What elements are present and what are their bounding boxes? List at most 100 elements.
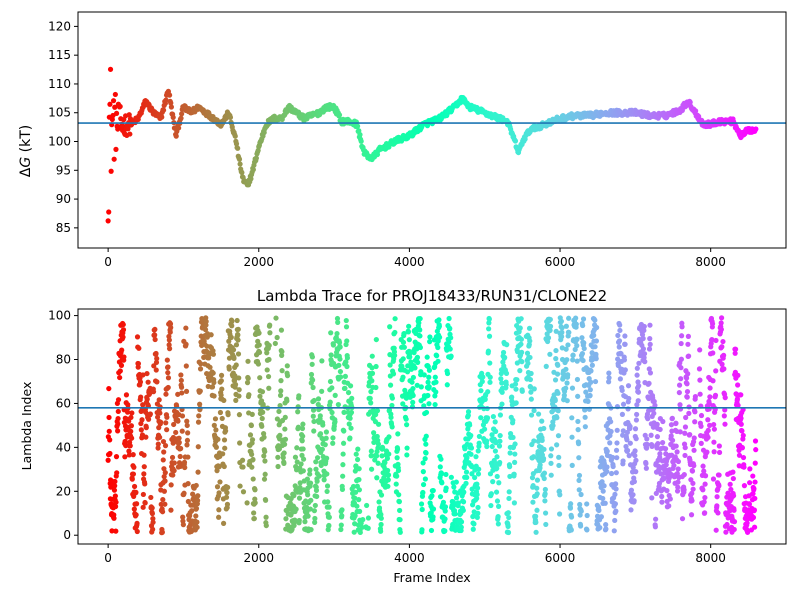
lambda-trace-point — [437, 334, 443, 340]
lambda-trace-point — [430, 514, 436, 520]
free-energy-point — [110, 98, 117, 104]
lambda-trace-point — [131, 464, 137, 470]
lambda-trace-point — [179, 413, 186, 419]
lambda-trace-point — [490, 413, 496, 420]
lambda-trace-point — [617, 376, 623, 382]
lambda-trace-point — [375, 441, 381, 447]
free-energy-point — [168, 104, 174, 110]
lambda-trace-point — [343, 359, 349, 365]
lambda-trace-point — [652, 524, 658, 530]
free-energy-point — [253, 155, 259, 161]
lambda-trace-point — [593, 338, 600, 344]
lambda-trace-point — [183, 388, 190, 394]
lambda-trace-point — [705, 417, 711, 423]
lambda-trace-point — [569, 415, 575, 421]
lambda-trace-point — [582, 424, 588, 430]
lambda-trace-point — [448, 353, 454, 359]
lambda-trace-point — [313, 487, 320, 493]
lambda-trace-point — [385, 483, 391, 489]
lambda-trace-point — [711, 439, 717, 445]
lambda-trace-point — [492, 419, 498, 425]
lambda-trace-point — [368, 448, 374, 454]
lambda-trace-point — [587, 392, 593, 399]
lambda-trace-point — [211, 393, 217, 399]
lambda-trace-point — [386, 434, 392, 440]
lambda-trace-point — [559, 329, 565, 335]
lambda-trace-point — [705, 427, 711, 433]
lambda-trace-point — [620, 428, 626, 434]
free-energy-y-tick-label: 110 — [48, 77, 71, 91]
lambda-trace-point — [486, 326, 492, 332]
lambda-trace-point — [131, 483, 138, 490]
lambda-trace-point — [152, 326, 158, 333]
lambda-trace-point — [216, 507, 222, 513]
lambda-trace-point — [700, 463, 706, 469]
lambda-trace-point — [145, 379, 151, 385]
lambda-trace-point — [432, 401, 438, 408]
lambda-trace-point — [447, 346, 453, 352]
lambda-trace-point — [541, 475, 547, 482]
lambda-trace-point — [150, 515, 156, 522]
lambda-trace-point — [612, 517, 618, 524]
lambda-trace-point — [444, 382, 450, 388]
lambda-trace-point — [497, 432, 503, 439]
lambda-trace-point — [307, 471, 313, 477]
lambda-trace-point — [337, 344, 343, 350]
lambda-trace-plot-frame — [77, 308, 787, 545]
lambda-trace-point — [469, 471, 475, 477]
lambda-trace-point — [122, 438, 128, 445]
lambda-trace-point — [185, 454, 191, 460]
lambda-trace-point — [566, 329, 572, 336]
lambda-trace-point — [525, 360, 531, 366]
lambda-trace-point — [707, 394, 713, 400]
lambda-trace-point — [193, 505, 200, 512]
lambda-trace-point — [564, 357, 570, 363]
lambda-trace-point — [385, 472, 392, 478]
lambda-trace-point — [404, 452, 410, 458]
lambda-trace-point — [641, 327, 647, 334]
lambda-trace-point — [707, 422, 713, 428]
lambda-trace-point — [198, 361, 204, 367]
lambda-trace-point — [731, 519, 738, 525]
lambda-trace-point — [365, 525, 371, 531]
lambda-trace-point — [346, 421, 352, 427]
lambda-trace-point — [446, 315, 452, 322]
lambda-trace-point — [141, 471, 147, 477]
lambda-trace-point — [617, 322, 623, 328]
lambda-trace-point — [240, 489, 247, 495]
lambda-trace-point — [325, 499, 331, 505]
lambda-trace-point — [510, 417, 516, 423]
lambda-trace-point — [326, 522, 332, 529]
lambda-trace-point — [698, 423, 704, 429]
lambda-trace-point — [531, 454, 537, 460]
lambda-trace-point — [167, 329, 173, 335]
lambda-trace-point — [442, 508, 448, 514]
lambda-trace-point — [180, 514, 186, 520]
lambda-trace-point — [723, 529, 729, 535]
lambda-trace-point — [310, 413, 316, 419]
lambda-trace-point — [422, 456, 428, 462]
lambda-trace-point — [324, 471, 330, 477]
lambda-trace-point — [261, 453, 267, 459]
lambda-trace-point — [579, 335, 585, 341]
lambda-trace-point — [559, 334, 565, 340]
lambda-trace-point — [666, 503, 672, 509]
lambda-trace-point — [225, 412, 231, 418]
lambda-trace-point — [129, 410, 135, 416]
lambda-trace-point — [654, 434, 661, 440]
lambda-trace-y-tick-label: 100 — [48, 309, 71, 323]
lambda-trace-point — [296, 517, 302, 524]
lambda-trace-point — [118, 362, 125, 368]
lambda-trace-point — [274, 334, 280, 341]
lambda-trace-point — [352, 489, 359, 495]
free-energy-point — [354, 123, 361, 129]
lambda-trace-point — [505, 510, 511, 516]
lambda-trace-point — [240, 464, 246, 470]
lambda-trace-point — [237, 483, 243, 489]
lambda-trace-point — [741, 464, 747, 470]
lambda-trace-point — [434, 353, 440, 359]
lambda-trace-point — [371, 439, 377, 446]
lambda-trace-point — [216, 464, 222, 470]
lambda-trace-point — [635, 398, 641, 404]
lambda-trace-point — [347, 383, 354, 389]
